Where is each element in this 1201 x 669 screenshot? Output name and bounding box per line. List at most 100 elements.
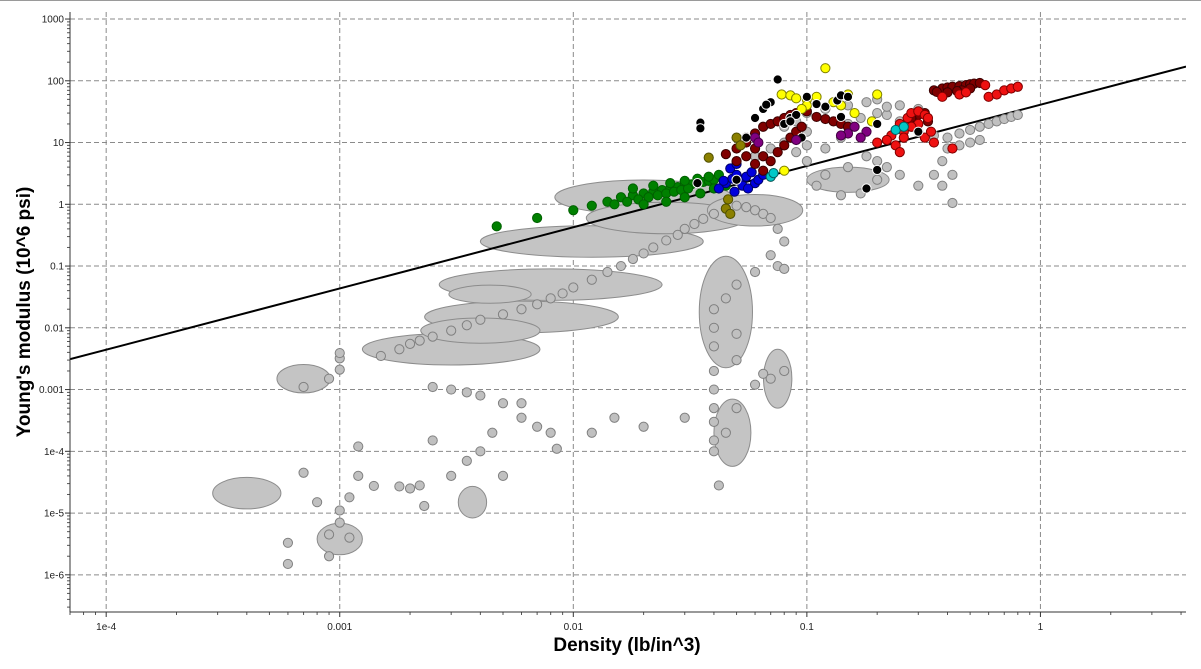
data-point [698, 213, 709, 225]
selection-guide-line [70, 65, 1186, 361]
data-point [497, 398, 509, 409]
data-point [820, 169, 831, 180]
data-point [414, 480, 425, 491]
data-point [551, 443, 562, 454]
data-point [487, 427, 498, 438]
data-point [772, 147, 783, 158]
data-point [532, 212, 543, 224]
data-point [772, 223, 783, 234]
data-point [974, 134, 985, 146]
data-point [568, 205, 579, 216]
data-point [708, 403, 720, 414]
y-tick-label: 0.1 [50, 262, 64, 273]
data-point [475, 390, 486, 401]
data-point [665, 178, 676, 189]
data-point [679, 175, 690, 186]
data-point [661, 235, 672, 246]
data-point [661, 196, 672, 207]
data-point [334, 347, 345, 359]
tick-labels: 1e-4 0.001 0.01 0.1 1 1000 100 10 1 0.1 0.01 0.001 1… [39, 15, 1044, 633]
data-point [344, 492, 355, 503]
data-point [638, 199, 649, 210]
data-point [627, 253, 639, 265]
data-point [708, 365, 720, 377]
data-point [811, 180, 822, 191]
y-tick-label: 1e-6 [44, 570, 64, 581]
data-point [947, 143, 958, 154]
data-point [609, 412, 620, 423]
data-point [731, 156, 742, 167]
data-point [791, 93, 802, 104]
data-point [765, 156, 776, 167]
data-point [820, 63, 831, 74]
data-point [855, 132, 866, 143]
series-9 [765, 121, 909, 182]
series-1 [491, 169, 731, 232]
data-points [282, 63, 1023, 570]
data-point [708, 341, 720, 352]
y-tick-label: 100 [47, 76, 64, 87]
data-point [627, 183, 639, 194]
data-point [749, 112, 761, 124]
data-point [609, 199, 620, 210]
data-point [282, 537, 294, 548]
material-region [698, 255, 753, 369]
data-point [835, 130, 847, 141]
series-6 [692, 74, 924, 194]
material-region [316, 522, 363, 556]
data-point [695, 188, 706, 199]
data-point [742, 183, 754, 194]
data-point [708, 446, 720, 457]
data-point [731, 200, 742, 211]
data-point [497, 309, 509, 320]
data-point [974, 121, 985, 132]
material-region [713, 398, 752, 467]
data-point [368, 480, 379, 492]
data-point [791, 109, 802, 121]
data-point [937, 156, 948, 167]
data-point [749, 266, 761, 278]
data-point [334, 517, 345, 528]
data-point [947, 197, 958, 209]
data-point [689, 218, 700, 230]
data-point [928, 169, 940, 180]
y-tick-label: 0.001 [39, 385, 64, 396]
data-point [703, 152, 714, 163]
data-point [735, 140, 746, 151]
data-point [731, 328, 742, 339]
data-point [312, 497, 323, 508]
data-point [913, 180, 924, 191]
data-point [323, 373, 335, 384]
data-point [758, 151, 769, 162]
data-point [353, 441, 364, 452]
data-point [334, 364, 345, 375]
data-point [394, 344, 405, 355]
data-point [872, 156, 883, 167]
grid-lines [70, 12, 1186, 612]
series-8 [749, 121, 872, 148]
data-point [545, 293, 556, 304]
data-point [741, 151, 752, 162]
data-point [720, 427, 731, 438]
data-point [765, 212, 776, 224]
data-point [638, 248, 649, 259]
data-point [586, 200, 597, 211]
material-regions [212, 166, 890, 556]
data-point [872, 118, 883, 130]
data-point [749, 379, 761, 390]
data-point [749, 158, 761, 170]
data-point [334, 505, 345, 516]
data-point [741, 132, 752, 143]
data-point [419, 500, 430, 512]
data-point [282, 558, 294, 570]
y-tick-label: 1e-4 [44, 447, 64, 458]
data-point [947, 169, 958, 180]
data-point [586, 274, 597, 285]
data-point [872, 137, 883, 148]
data-point [497, 470, 509, 481]
y-axis-title: Young's modulus (10^6 psi) [14, 187, 35, 438]
x-tick-label: 0.1 [800, 622, 814, 633]
data-point [965, 137, 976, 148]
data-point [708, 322, 720, 333]
